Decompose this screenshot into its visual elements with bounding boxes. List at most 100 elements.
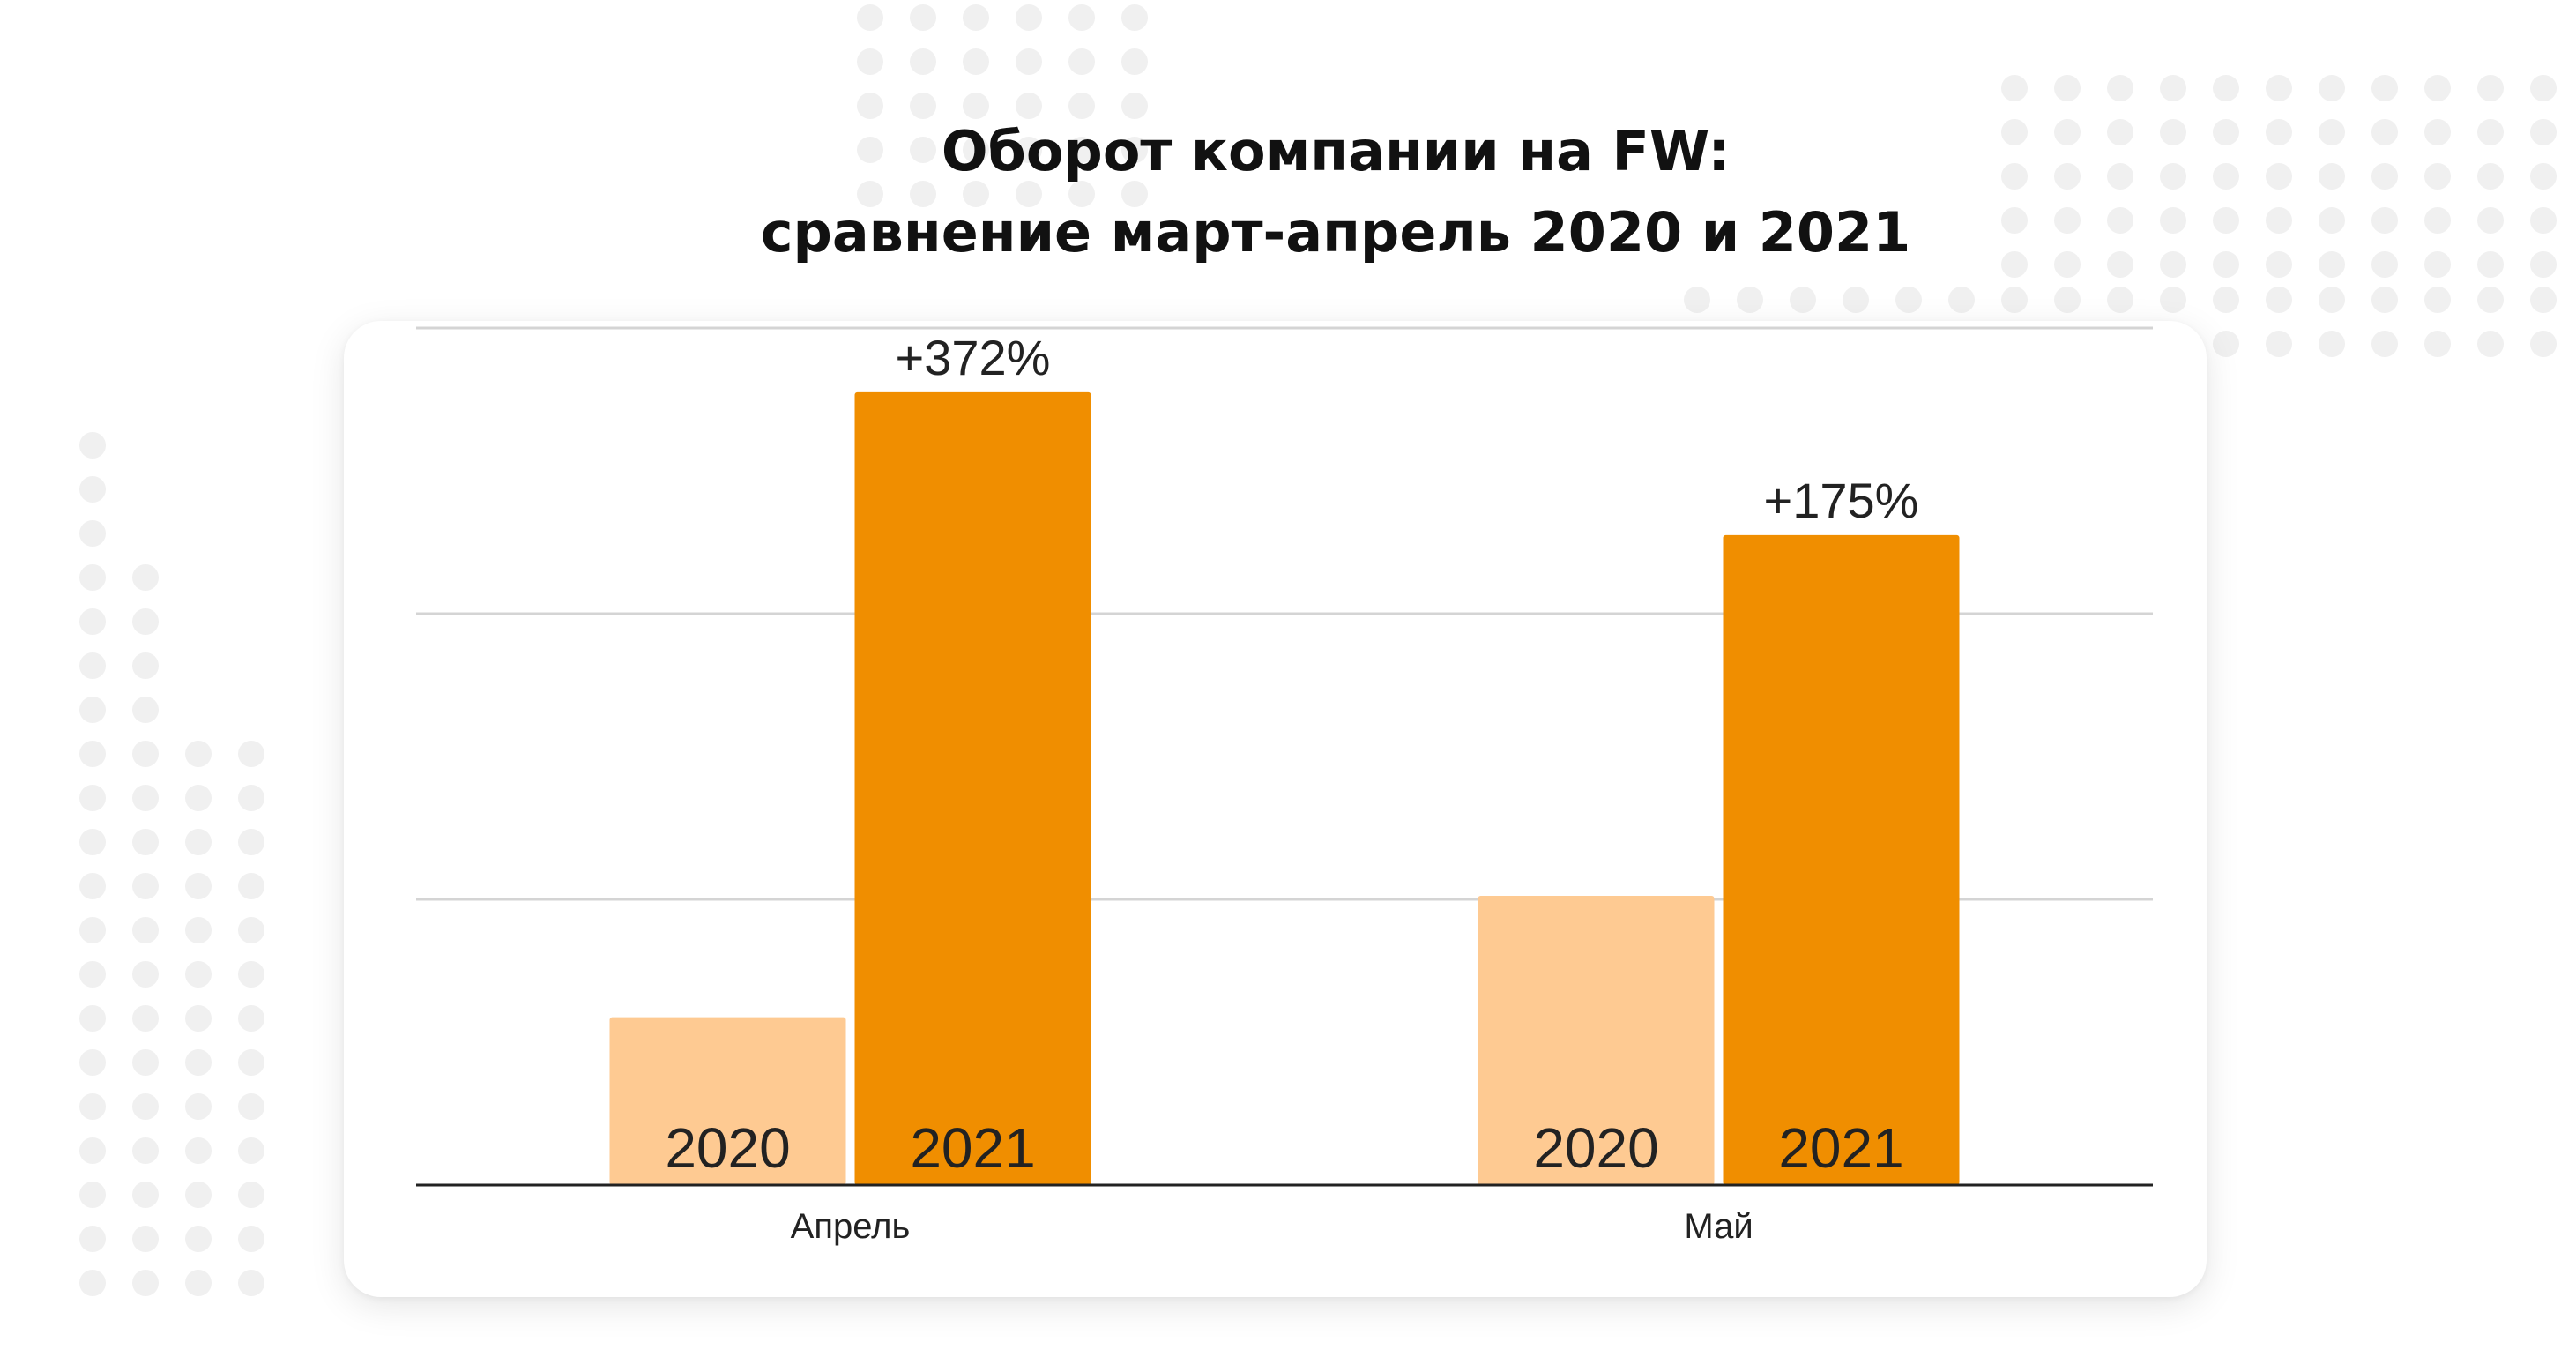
decorative-dot: [1948, 287, 1975, 313]
x-tick-label: Апрель: [791, 1207, 911, 1246]
decorative-dot: [2530, 331, 2557, 357]
decorative-dot: [2266, 119, 2292, 145]
decorative-dot: [79, 520, 106, 547]
decorative-dot: [910, 93, 936, 119]
decorative-dot: [2371, 287, 2398, 313]
decorative-dot: [185, 1226, 212, 1252]
decorative-dot: [2054, 119, 2081, 145]
decorative-dot: [238, 917, 264, 943]
decorative-dot: [1016, 181, 1042, 207]
decorative-dot: [2054, 251, 2081, 278]
decorative-dot: [2424, 287, 2451, 313]
decorative-dot: [185, 1093, 212, 1120]
decorative-dot: [132, 741, 159, 767]
decorative-dot: [132, 1137, 159, 1164]
decorative-dot: [79, 1137, 106, 1164]
decorative-dot: [79, 697, 106, 723]
decorative-dot: [1016, 4, 1042, 31]
decorative-dot: [132, 829, 159, 855]
decorative-dot: [2266, 251, 2292, 278]
decorative-dot: [132, 1093, 159, 1120]
decorative-dot: [2319, 119, 2345, 145]
decorative-dot: [963, 137, 989, 163]
decorative-dot: [2213, 75, 2239, 101]
decorative-dot: [2371, 207, 2398, 234]
decorative-dot: [2160, 251, 2186, 278]
decorative-dot: [963, 181, 989, 207]
decorative-dot: [238, 1226, 264, 1252]
decorative-dot: [2530, 119, 2557, 145]
decorative-dot: [910, 4, 936, 31]
decorative-dot: [132, 785, 159, 811]
growth-annotation: +372%: [896, 330, 1051, 385]
decorative-dot: [1016, 137, 1042, 163]
decorative-dot: [2477, 207, 2504, 234]
decorative-dot: [1790, 287, 1816, 313]
decorative-dot: [1843, 287, 1869, 313]
decorative-dot: [132, 564, 159, 591]
decorative-dot: [2477, 251, 2504, 278]
decorative-dot: [963, 93, 989, 119]
decorative-dot: [1068, 93, 1095, 119]
decorative-dot: [79, 476, 106, 503]
bar-2020-0: [609, 1017, 846, 1185]
decorative-dot: [238, 1270, 264, 1296]
decorative-dot: [1016, 48, 1042, 75]
decorative-dot: [79, 917, 106, 943]
decorative-dot: [2477, 331, 2504, 357]
decorative-dot: [2213, 287, 2239, 313]
decorative-dot: [2371, 251, 2398, 278]
decorative-dot: [185, 1270, 212, 1296]
decorative-dot: [185, 741, 212, 767]
decorative-dot: [857, 48, 883, 75]
decorative-dot: [910, 181, 936, 207]
decorative-dot: [238, 1093, 264, 1120]
decorative-dot: [2107, 119, 2133, 145]
decorative-dot: [2371, 75, 2398, 101]
decorative-dot: [132, 1270, 159, 1296]
decorative-dot: [1016, 93, 1042, 119]
decorative-dot: [2001, 163, 2028, 190]
decorative-dot: [2001, 75, 2028, 101]
bar-2021-1: [1723, 534, 1960, 1185]
decorative-dot: [1737, 287, 1763, 313]
decorative-dot: [185, 1049, 212, 1076]
decorative-dot: [132, 1005, 159, 1032]
decorative-dot: [2424, 331, 2451, 357]
decorative-dot: [963, 48, 989, 75]
decorative-dot: [2213, 119, 2239, 145]
decorative-dot: [2054, 75, 2081, 101]
decorative-dot: [238, 829, 264, 855]
decorative-dot: [132, 652, 159, 679]
bar-year-label: 2021: [910, 1116, 1035, 1180]
decorative-dot: [2319, 331, 2345, 357]
x-tick-label: Май: [1684, 1207, 1753, 1246]
decorative-dot: [857, 93, 883, 119]
decorative-dot: [132, 1182, 159, 1208]
chart-title: Оборот компании на FW: сравнение март-ап…: [0, 111, 2576, 273]
decorative-dot: [1121, 93, 1148, 119]
decorative-dot: [1068, 48, 1095, 75]
decorative-dot: [2001, 119, 2028, 145]
decorative-dot: [2107, 251, 2133, 278]
decorative-dot: [132, 961, 159, 988]
decorative-dot: [185, 829, 212, 855]
decorative-dot: [2530, 207, 2557, 234]
decorative-dot: [2424, 75, 2451, 101]
decorative-dot: [2319, 75, 2345, 101]
decorative-dot: [79, 432, 106, 459]
growth-annotation: +175%: [1764, 473, 1919, 528]
decorative-dot: [238, 961, 264, 988]
decorative-dot: [857, 181, 883, 207]
decorative-dot: [2054, 207, 2081, 234]
chart-title-line-1: Оборот компании на FW:: [941, 119, 1731, 183]
decorative-dot: [238, 873, 264, 899]
decorative-dot: [2424, 119, 2451, 145]
decorative-dot: [2319, 207, 2345, 234]
decorative-dot: [185, 917, 212, 943]
decorative-dot: [2319, 287, 2345, 313]
decorative-dot: [79, 741, 106, 767]
decorative-dot: [2424, 207, 2451, 234]
decorative-dot: [2213, 163, 2239, 190]
decorative-dot: [1121, 181, 1148, 207]
